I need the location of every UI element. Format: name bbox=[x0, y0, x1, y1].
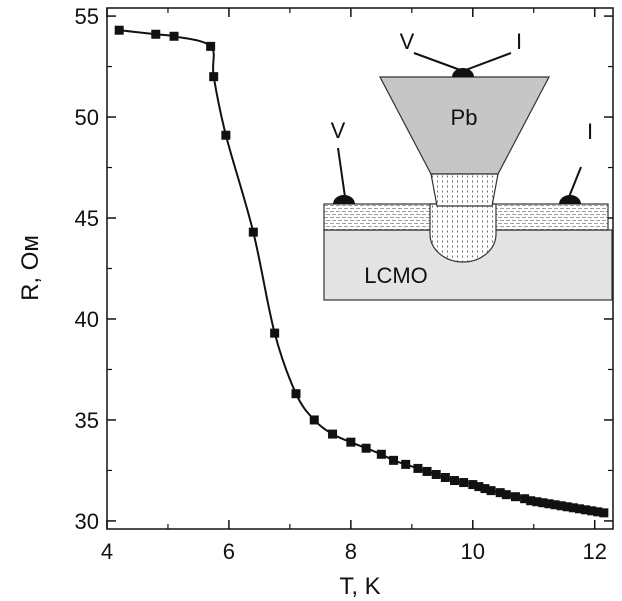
left-probe-label: V bbox=[331, 118, 346, 143]
data-point bbox=[401, 459, 411, 469]
data-point bbox=[568, 503, 578, 513]
data-point bbox=[169, 31, 179, 41]
data-point bbox=[480, 484, 490, 494]
tip-wire-i bbox=[462, 52, 512, 72]
inset-schematic: Pb LCMO V I V I bbox=[323, 29, 613, 301]
lcmo-label: LCMO bbox=[364, 263, 428, 288]
data-point bbox=[538, 498, 548, 508]
data-point bbox=[221, 130, 231, 140]
data-point bbox=[544, 499, 554, 509]
x-axis-tick-labels: 4 6 8 10 12 bbox=[101, 539, 607, 564]
data-point bbox=[346, 437, 356, 447]
top-contact-icon bbox=[452, 68, 474, 77]
data-point bbox=[574, 504, 584, 514]
y-tick-label: 55 bbox=[75, 4, 99, 29]
data-point bbox=[151, 29, 161, 39]
x-axis-ticks bbox=[106, 8, 596, 529]
left-contact-icon bbox=[333, 195, 355, 204]
x-tick-label: 4 bbox=[101, 539, 113, 564]
data-point bbox=[422, 466, 432, 476]
data-point bbox=[431, 469, 441, 479]
data-point bbox=[495, 488, 505, 498]
data-point bbox=[291, 389, 301, 399]
data-point bbox=[587, 506, 597, 516]
pb-label: Pb bbox=[451, 105, 478, 130]
data-point bbox=[459, 478, 469, 488]
data-point bbox=[556, 501, 566, 511]
data-point bbox=[209, 72, 219, 82]
data-point bbox=[270, 328, 280, 338]
data-point bbox=[581, 505, 591, 515]
tip-wire-v bbox=[413, 52, 464, 72]
series-markers bbox=[114, 25, 609, 518]
data-point bbox=[562, 502, 572, 512]
pb-tip-end bbox=[430, 173, 499, 207]
y-tick-label: 30 bbox=[75, 509, 99, 534]
y-tick-label: 50 bbox=[75, 105, 99, 130]
data-point bbox=[520, 494, 530, 504]
data-point bbox=[593, 507, 603, 517]
y-tick-label: 45 bbox=[75, 206, 99, 231]
data-point bbox=[309, 415, 319, 425]
data-point bbox=[599, 508, 609, 518]
data-point bbox=[486, 486, 496, 496]
y-axis-ticks bbox=[107, 15, 613, 522]
data-point bbox=[114, 25, 124, 35]
right-contact-icon bbox=[559, 195, 581, 204]
data-point bbox=[206, 41, 216, 51]
data-point bbox=[501, 490, 511, 500]
data-point bbox=[389, 455, 399, 465]
y-tick-label: 40 bbox=[75, 307, 99, 332]
data-point bbox=[449, 476, 459, 486]
data-point bbox=[550, 500, 560, 510]
data-point bbox=[361, 443, 371, 453]
data-point bbox=[440, 473, 450, 483]
right-wire bbox=[568, 166, 582, 198]
x-tick-label: 8 bbox=[345, 539, 357, 564]
data-point bbox=[328, 429, 338, 439]
y-tick-label: 35 bbox=[75, 408, 99, 433]
lcmo-substrate bbox=[323, 229, 613, 301]
tip-probe-i-label: I bbox=[516, 29, 522, 54]
data-point bbox=[376, 449, 386, 459]
data-point bbox=[526, 496, 536, 506]
right-probe-label: I bbox=[587, 119, 593, 144]
tip-penetration-region bbox=[429, 203, 497, 263]
data-point bbox=[510, 492, 520, 502]
x-tick-label: 12 bbox=[582, 539, 606, 564]
data-point bbox=[248, 227, 258, 237]
data-point bbox=[468, 480, 478, 490]
left-wire bbox=[337, 147, 346, 198]
x-axis-label: T, K bbox=[339, 573, 380, 600]
y-axis-tick-labels: 30 35 40 45 50 55 bbox=[75, 4, 99, 534]
data-point bbox=[413, 463, 423, 473]
x-tick-label: 10 bbox=[461, 539, 485, 564]
x-tick-label: 6 bbox=[223, 539, 235, 564]
data-point bbox=[532, 497, 542, 507]
tip-probe-v-label: V bbox=[400, 29, 415, 54]
y-axis-label: R, Ом bbox=[17, 235, 44, 301]
data-point bbox=[474, 482, 484, 492]
